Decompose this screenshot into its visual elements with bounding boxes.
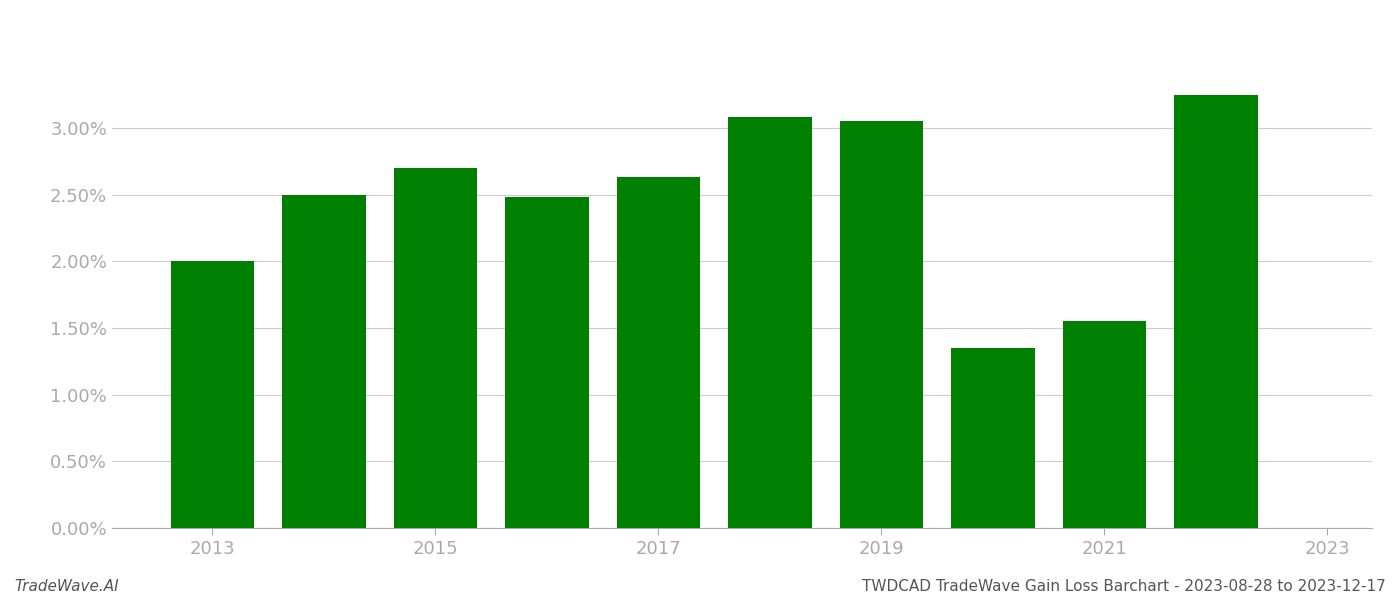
Bar <box>171 262 255 528</box>
Bar <box>281 194 365 528</box>
Bar <box>840 121 923 528</box>
Bar <box>616 178 700 528</box>
Bar <box>951 348 1035 528</box>
Text: TWDCAD TradeWave Gain Loss Barchart - 2023-08-28 to 2023-12-17: TWDCAD TradeWave Gain Loss Barchart - 20… <box>862 579 1386 594</box>
Bar <box>1175 95 1257 528</box>
Bar <box>393 168 477 528</box>
Bar <box>728 118 812 528</box>
Bar <box>1063 322 1147 528</box>
Text: TradeWave.AI: TradeWave.AI <box>14 579 119 594</box>
Bar <box>505 197 588 528</box>
